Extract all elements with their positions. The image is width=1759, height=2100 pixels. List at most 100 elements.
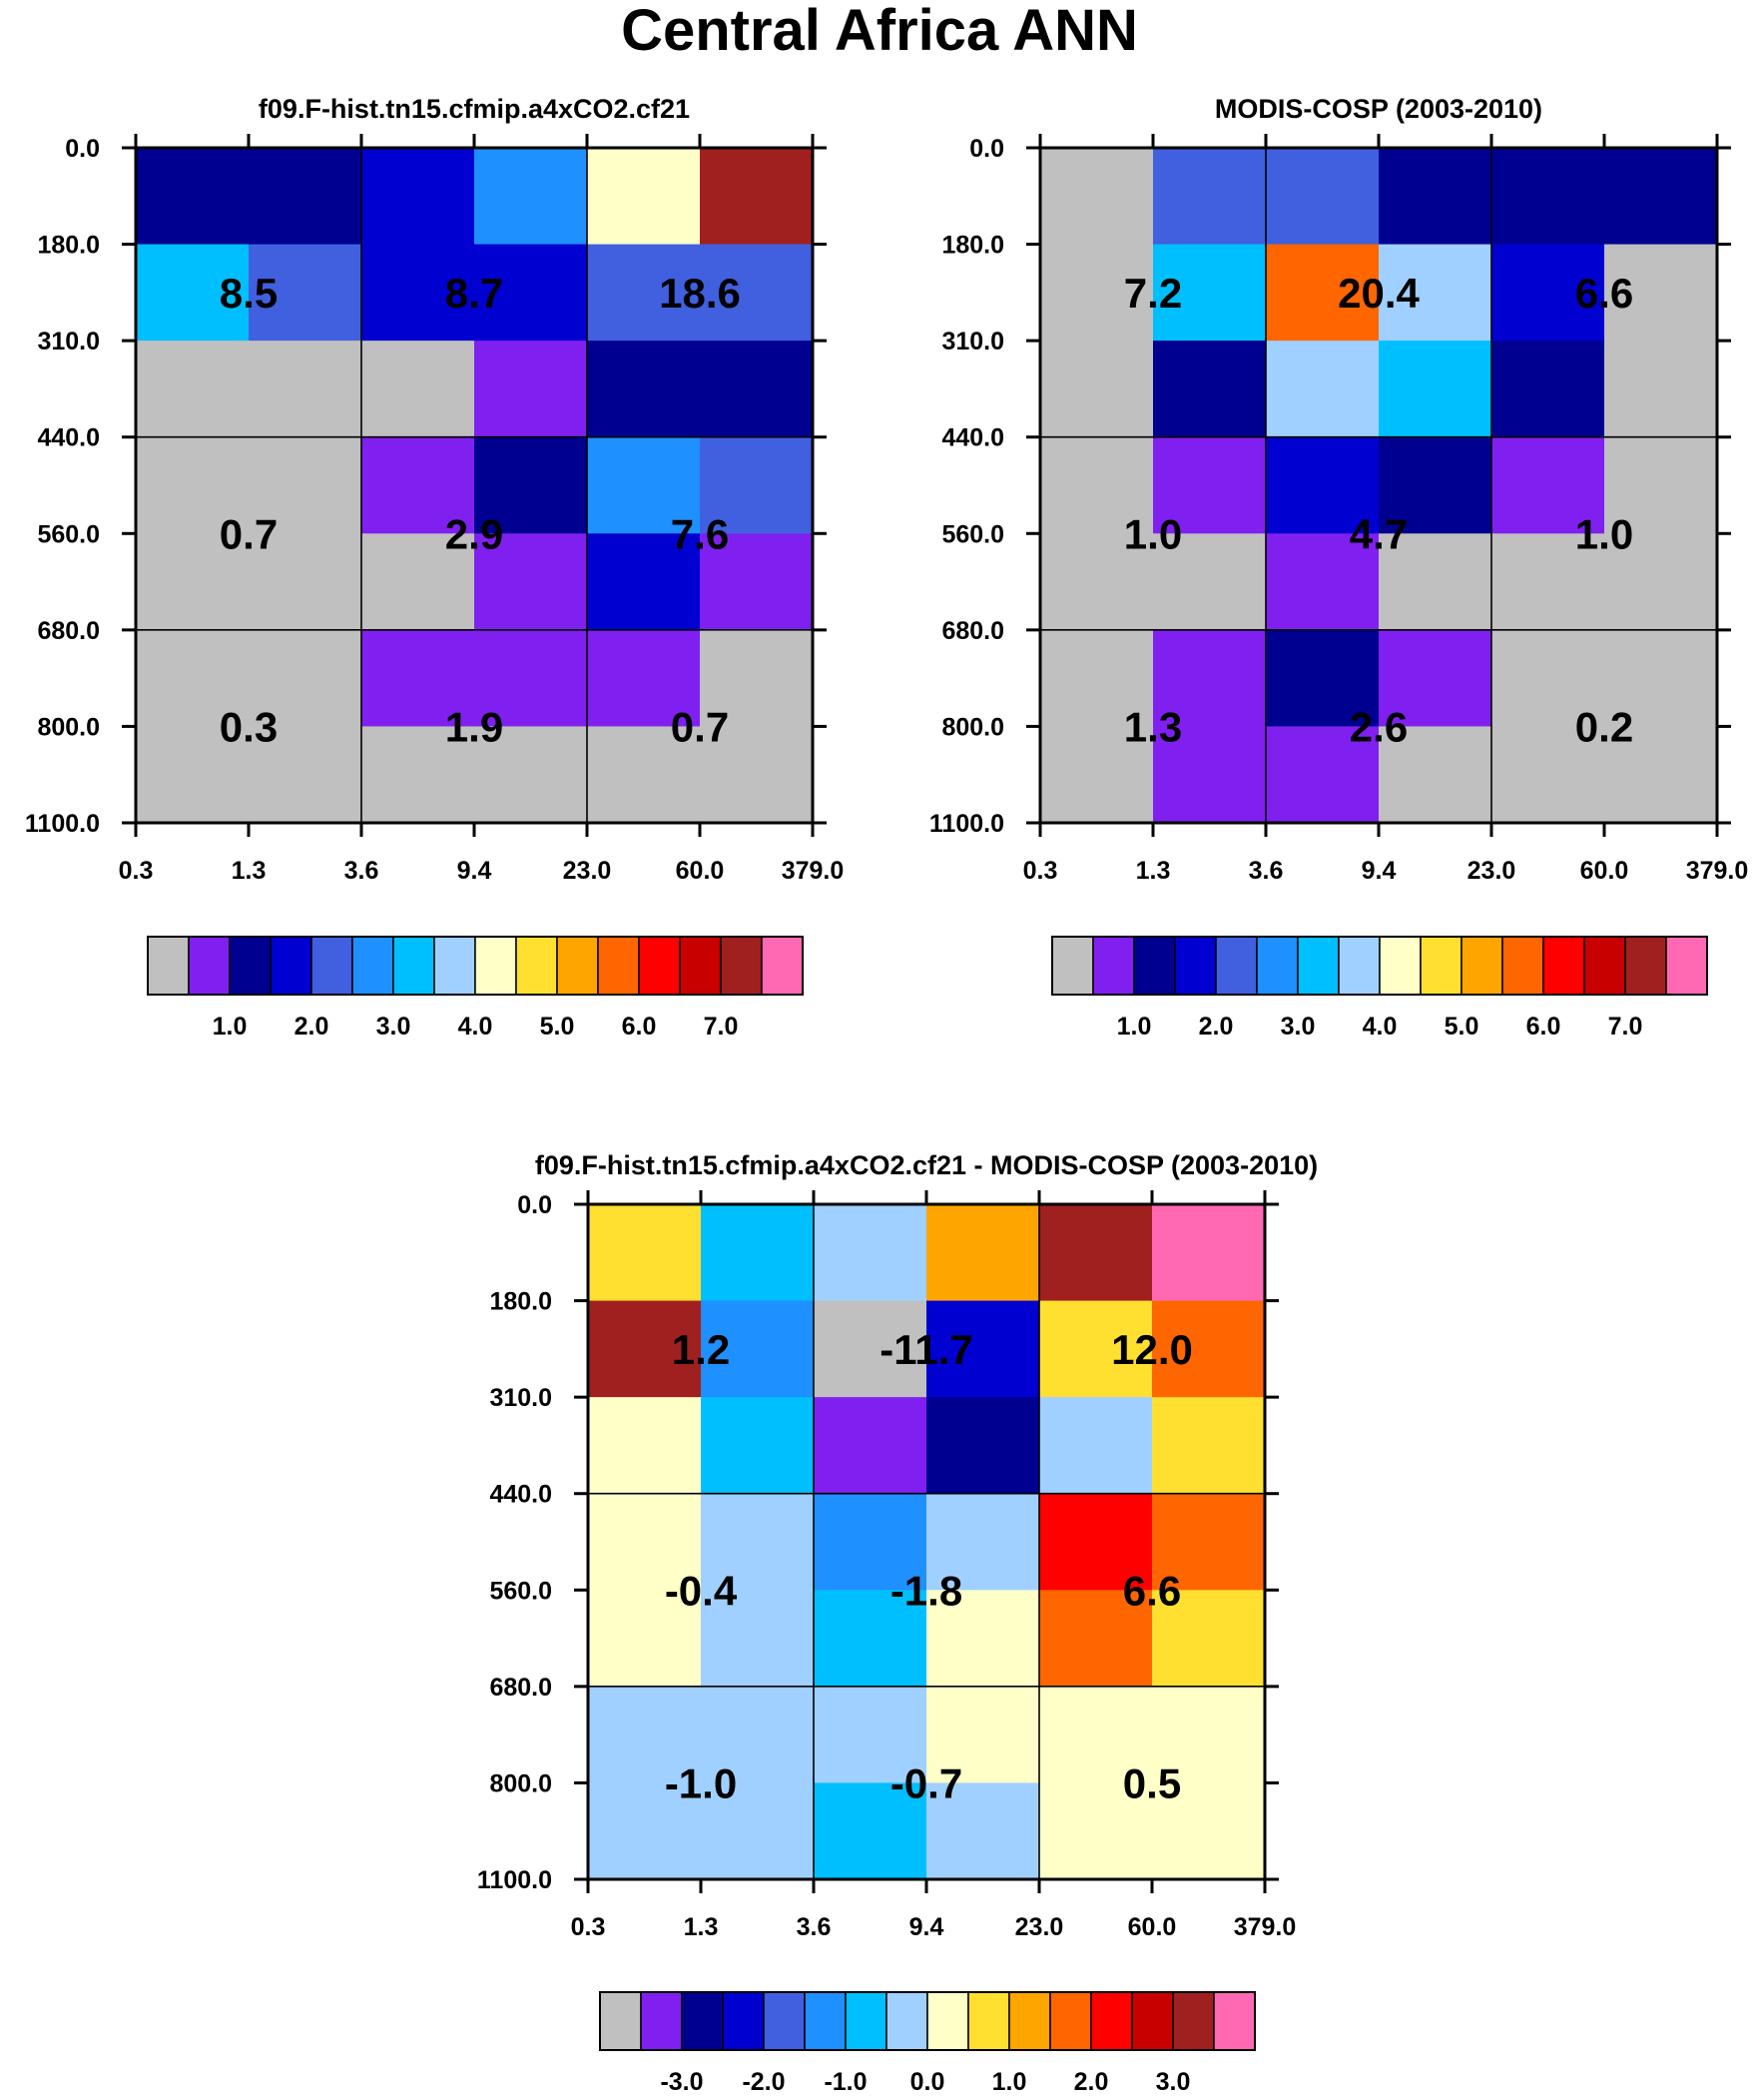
heatmap-cell <box>136 533 250 631</box>
heatmap-cell <box>926 1782 1040 1880</box>
y-tick-label: 680.0 <box>489 1674 552 1702</box>
colorbar-label: 3.0 <box>376 1013 411 1041</box>
colorbar-swatch <box>967 1991 1010 2051</box>
heatmap-cell <box>1040 244 1154 342</box>
x-tick-label: 1.3 <box>232 857 267 885</box>
heatmap-cell <box>1040 436 1154 534</box>
heatmap-cell <box>249 533 362 631</box>
colorbar-swatch <box>804 1991 847 2051</box>
heatmap-cell <box>361 244 475 342</box>
colorbar-swatch <box>1008 1991 1051 2051</box>
heatmap-cell <box>1039 1397 1153 1495</box>
heatmap-cell <box>249 244 362 342</box>
colorbar-swatch <box>1049 1991 1092 2051</box>
cell-value-label: -0.7 <box>890 1759 962 1806</box>
heatmap-cell <box>136 148 250 246</box>
y-tick-label: 0.0 <box>65 135 100 163</box>
heatmap-cell <box>1491 629 1605 728</box>
colorbar-swatch <box>229 936 272 996</box>
heatmap-cell <box>361 629 475 728</box>
heatmap-cell <box>1153 148 1267 246</box>
x-tick-label: 379.0 <box>1234 1913 1297 1941</box>
colorbar-swatch <box>556 936 599 996</box>
y-tick-label: 440.0 <box>489 1481 552 1509</box>
y-tick-label: 1100.0 <box>25 810 100 838</box>
colorbar-label: 6.0 <box>622 1013 657 1041</box>
heatmap-cell <box>926 1300 1040 1398</box>
heatmap-cell <box>1604 629 1718 728</box>
heatmap-cell <box>1604 533 1718 631</box>
cell-value-label: 1.0 <box>1575 510 1633 557</box>
colorbar-swatch <box>1090 1991 1133 2051</box>
colorbar-swatch <box>1256 936 1299 996</box>
heatmap-cell <box>587 244 701 342</box>
y-tick-label: 680.0 <box>37 617 100 645</box>
cell-value-label: -1.8 <box>890 1567 962 1614</box>
cell-value-label: 12.0 <box>1111 1326 1193 1373</box>
y-tick-label: 180.0 <box>941 232 1004 260</box>
cell-value-label: 0.7 <box>671 703 729 750</box>
heatmap-cell <box>1153 629 1267 728</box>
y-tick-label: 0.0 <box>517 1191 552 1219</box>
panel-title: f09.F-hist.tn15.cfmip.a4xCO2.cf21 <box>259 94 690 124</box>
heatmap-cell <box>588 1686 702 1784</box>
heatmap-cell <box>926 1590 1040 1688</box>
heatmap-cell <box>587 533 701 631</box>
y-tick-label: 0.0 <box>969 135 1004 163</box>
heatmap-cell <box>587 148 701 246</box>
y-tick-label: 560.0 <box>489 1577 552 1605</box>
y-tick-label: 1100.0 <box>477 1866 552 1894</box>
x-tick-label: 23.0 <box>1015 1913 1064 1941</box>
x-tick-label: 379.0 <box>1686 857 1749 885</box>
colorbar-swatch <box>1420 936 1463 996</box>
cell-value-label: 8.7 <box>445 270 503 317</box>
cell-value-label: 6.6 <box>1123 1567 1181 1614</box>
heatmap-cell <box>1491 533 1605 631</box>
heatmap-cell <box>1040 148 1154 246</box>
y-tick-label: 310.0 <box>37 328 100 355</box>
y-tick-label: 560.0 <box>941 520 1004 548</box>
cell-value-label: 4.7 <box>1350 510 1408 557</box>
heatmap-cell <box>1604 341 1718 438</box>
heatmap-cell <box>1491 148 1605 246</box>
colorbar-swatch <box>310 936 353 996</box>
heatmap-cell <box>700 244 814 342</box>
panel-title: f09.F-hist.tn15.cfmip.a4xCO2.cf21 - MODI… <box>535 1150 1318 1180</box>
colorbar-swatch <box>188 936 231 996</box>
colorbar-swatch <box>1092 936 1135 996</box>
colorbar-label: 2.0 <box>1199 1013 1234 1041</box>
colorbar-label: 4.0 <box>1363 1013 1398 1041</box>
colorbar-label: -1.0 <box>824 2068 867 2096</box>
x-tick-label: 0.3 <box>1023 857 1058 885</box>
colorbar-label: 2.0 <box>294 1013 329 1041</box>
colorbar-swatch <box>926 1991 969 2051</box>
heatmap-cell <box>587 629 701 728</box>
colorbar-label: 1.0 <box>992 2068 1027 2096</box>
heatmap-cell <box>814 1493 927 1591</box>
colorbar-swatch <box>599 1991 642 2051</box>
heatmap-cell <box>1491 726 1605 824</box>
heatmap-cell <box>474 436 588 534</box>
heatmap-cell <box>814 1300 927 1398</box>
colorbar-swatch <box>597 936 640 996</box>
heatmap-cell <box>1152 1493 1266 1591</box>
colorbar: -3.0 -2.0 -1.0 0.0 1.0 2.0 3.0 <box>599 1991 1256 2096</box>
heatmap-cell <box>1040 726 1154 824</box>
colorbar-swatch <box>885 1991 928 2051</box>
heatmap-cell <box>474 629 588 728</box>
heatmap-cell <box>588 1782 702 1880</box>
cell-value-label: 6.6 <box>1575 270 1633 317</box>
panel-title: MODIS-COSP (2003-2010) <box>1215 94 1542 124</box>
x-tick-label: 23.0 <box>1467 857 1516 885</box>
heatmap-cell <box>1379 341 1492 438</box>
colorbar-label: 1.0 <box>213 1013 248 1041</box>
heatmap-cell <box>926 1397 1040 1495</box>
colorbar-swatch <box>270 936 312 996</box>
heatmap-cell <box>700 533 814 631</box>
heatmap-cell <box>1152 1782 1266 1880</box>
heatmap-cell <box>1153 533 1267 631</box>
heatmap-cell <box>1153 436 1267 534</box>
panel-1: f09.F-hist.tn15.cfmip.a4xCO2.cf21 0.0 180.… <box>25 94 844 1041</box>
heatmap-cell <box>701 1590 815 1688</box>
